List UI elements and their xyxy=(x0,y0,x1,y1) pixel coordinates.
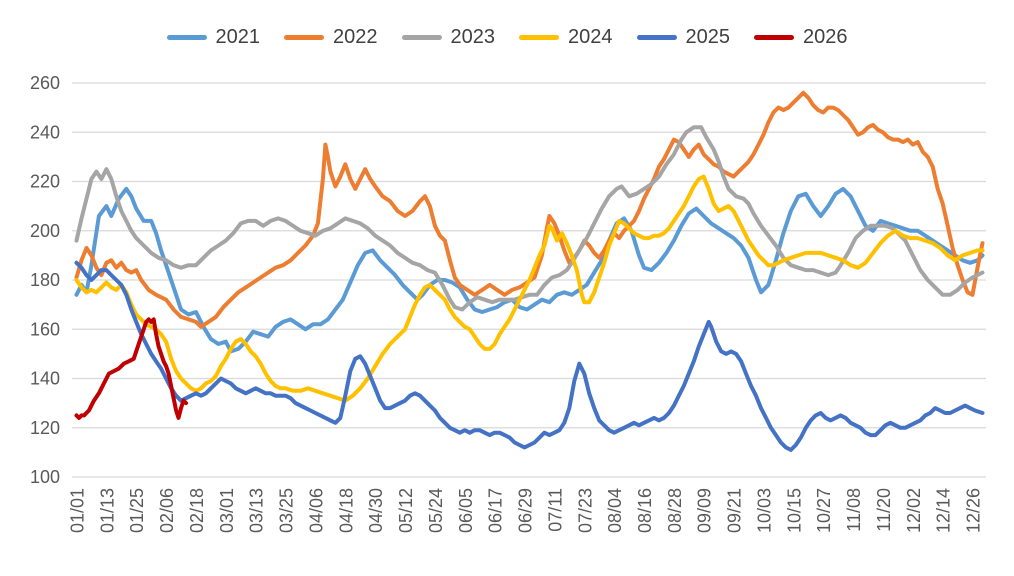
x-tick-label-03-13: 03/13 xyxy=(247,488,267,533)
legend-item-2024: 2024 xyxy=(519,26,613,49)
x-tick-label-06-29: 06/29 xyxy=(516,488,536,533)
y-tick-label-260: 260 xyxy=(30,73,60,93)
x-tick-label-10-03: 10/03 xyxy=(754,488,774,533)
series-line-2021 xyxy=(74,186,985,354)
series-line-2023 xyxy=(74,125,985,312)
x-tick-label-12-02: 12/02 xyxy=(904,488,924,533)
legend-label-2026: 2026 xyxy=(803,26,848,48)
x-tick-label-08-04: 08/04 xyxy=(605,488,625,533)
x-tick-label-06-05: 06/05 xyxy=(456,488,476,533)
legend-item-2022: 2022 xyxy=(284,26,378,49)
legend-swatch-2024 xyxy=(519,35,559,40)
y-tick-label-140: 140 xyxy=(30,369,60,389)
x-tick-label-03-01: 03/01 xyxy=(217,488,237,533)
x-tick-label-07-11: 07/11 xyxy=(545,488,565,532)
legend-item-2023: 2023 xyxy=(401,26,496,49)
x-tick-label-06-17: 06/17 xyxy=(486,488,506,533)
x-tick-label-02-18: 02/18 xyxy=(187,488,207,533)
legend-item-2026: 2026 xyxy=(754,26,848,49)
series-line-2022 xyxy=(74,90,985,329)
x-tick-label-12-26: 12/26 xyxy=(964,488,984,533)
legend-swatch-2021 xyxy=(166,35,207,40)
legend-label-2023: 2023 xyxy=(450,26,496,48)
y-tick-label-120: 120 xyxy=(30,418,60,438)
x-tick-label-11-20: 11/20 xyxy=(874,488,894,532)
x-tick-label-11-08: 11/08 xyxy=(844,488,864,532)
y-tick-label-160: 160 xyxy=(30,319,60,339)
x-tick-label-03-25: 03/25 xyxy=(277,488,297,533)
y-tick-label-180: 180 xyxy=(30,270,60,290)
legend-item-2025: 2025 xyxy=(636,26,731,49)
x-tick-label-01-01: 01/01 xyxy=(68,488,88,533)
legend-item-2021: 2021 xyxy=(166,26,261,49)
x-tick-label-01-25: 01/25 xyxy=(127,488,147,533)
x-tick-label-01-13: 01/13 xyxy=(97,488,117,533)
x-tick-label-05-12: 05/12 xyxy=(396,488,416,533)
chart-legend: 2021 2022 2023 2024 2025 2026 xyxy=(0,26,1014,49)
legend-label-2022: 2022 xyxy=(333,26,378,48)
x-tick-label-08-16: 08/16 xyxy=(635,488,655,533)
y-tick-label-220: 220 xyxy=(30,172,60,192)
x-tick-label-10-27: 10/27 xyxy=(814,488,834,533)
legend-swatch-2022 xyxy=(284,35,324,40)
x-tick-label-09-09: 09/09 xyxy=(695,488,715,533)
series-line-2025 xyxy=(74,260,985,452)
y-tick-label-100: 100 xyxy=(30,467,60,487)
legend-label-2024: 2024 xyxy=(568,26,613,48)
x-tick-label-02-06: 02/06 xyxy=(157,488,177,533)
x-tick-label-04-18: 04/18 xyxy=(336,488,356,533)
x-tick-label-05-24: 05/24 xyxy=(426,488,446,533)
legend-swatch-2026 xyxy=(754,35,794,40)
y-tick-label-200: 200 xyxy=(30,221,60,241)
legend-label-2021: 2021 xyxy=(215,26,261,48)
legend-swatch-2023 xyxy=(401,35,442,40)
x-tick-label-12-14: 12/14 xyxy=(934,488,954,533)
y-tick-label-240: 240 xyxy=(30,122,60,142)
x-tick-label-04-30: 04/30 xyxy=(366,488,386,533)
series-line-2024 xyxy=(74,174,985,403)
legend-label-2025: 2025 xyxy=(685,26,731,48)
x-tick-label-10-15: 10/15 xyxy=(784,488,804,533)
x-tick-label-04-06: 04/06 xyxy=(306,488,326,533)
legend-swatch-2025 xyxy=(636,35,677,40)
series-line-2026 xyxy=(74,317,188,420)
x-tick-label-08-28: 08/28 xyxy=(665,488,685,533)
x-tick-label-09-21: 09/21 xyxy=(725,488,745,533)
x-tick-label-07-23: 07/23 xyxy=(575,488,595,533)
